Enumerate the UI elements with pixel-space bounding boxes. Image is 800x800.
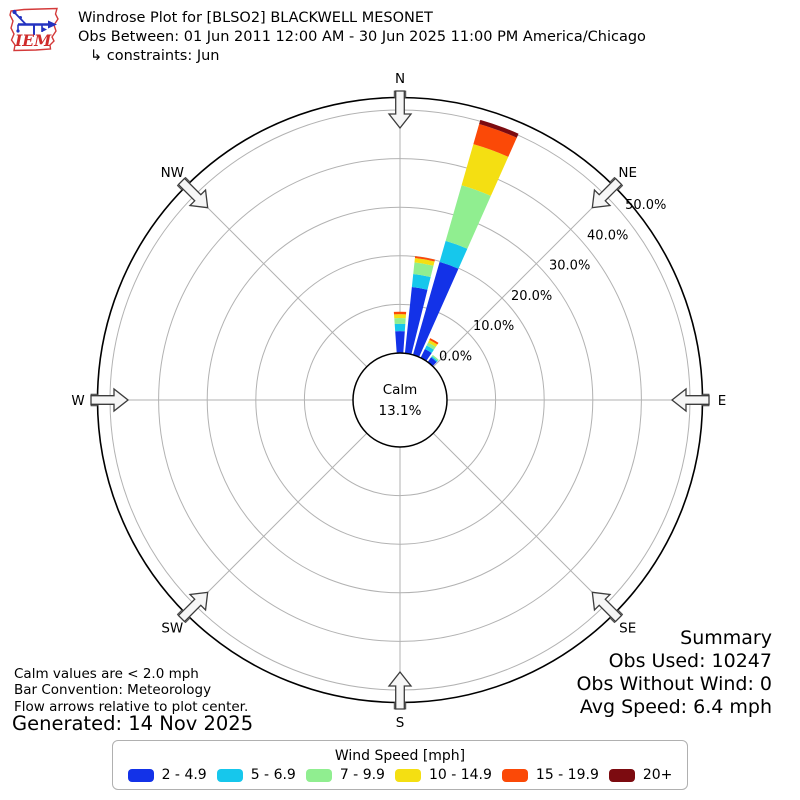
legend-swatch — [394, 768, 421, 782]
petal-segment — [394, 314, 406, 319]
flow-arrow — [387, 670, 413, 710]
legend-swatch — [305, 768, 332, 782]
calm-value: 13.1% — [379, 403, 422, 419]
petal-segment — [439, 240, 468, 269]
wind-vane-icon — [12, 9, 57, 35]
flow-arrow — [591, 177, 623, 209]
petal-segment — [413, 262, 434, 278]
compass-labels: N NE E SE S SW W NW — [71, 71, 726, 731]
radial-spoke — [185, 185, 368, 368]
legend-item: 10 - 14.9 — [394, 767, 492, 783]
calm-circle-outline — [352, 352, 448, 448]
petal-segment — [420, 349, 432, 362]
summary-obs-without-wind: Obs Without Wind: 0 — [576, 673, 772, 695]
legend-item: 2 - 4.9 — [127, 767, 207, 783]
legend-item: 15 - 19.9 — [501, 767, 599, 783]
compass-label-s: S — [396, 715, 405, 731]
petal-segment — [414, 256, 435, 262]
summary-title: Summary — [680, 627, 772, 649]
ring-labels: 0.0%10.0% 20.0% 30.0% 40.0% 50.0% — [439, 198, 666, 364]
legend-label: 20+ — [642, 767, 673, 783]
petal-segment — [445, 185, 491, 249]
summary-obs-used: Obs Used: 10247 — [608, 650, 772, 672]
flow-arrow — [90, 387, 130, 413]
legend-swatch — [127, 768, 154, 782]
constraints-note: ↳ constraints: Jun — [90, 48, 220, 64]
flow-arrows-note: Flow arrows relative to plot center. — [14, 698, 249, 715]
legend-item: 7 - 9.9 — [305, 767, 385, 783]
ring-label: 20.0% — [511, 289, 552, 304]
compass-label-n: N — [395, 71, 405, 87]
petal-segment — [404, 287, 428, 355]
petal-segment — [394, 323, 406, 332]
calm-label: Calm — [383, 382, 418, 398]
petal-segment — [412, 261, 459, 358]
legend-title: Wind Speed [mph] — [334, 748, 466, 764]
petal-segment — [411, 273, 431, 290]
legend-label: 15 - 19.9 — [535, 767, 599, 783]
ring-label: 50.0% — [625, 198, 666, 213]
petal-segment — [461, 144, 509, 196]
summary-block: Summary Obs Used: 10247 Obs Without Wind… — [576, 627, 772, 719]
petal-segment — [426, 342, 436, 350]
obs-range-subtitle: Obs Between: 01 Jun 2011 12:00 AM - 30 J… — [78, 29, 646, 45]
petal-segment — [394, 318, 406, 325]
calm-circle: Calm 13.1% — [352, 352, 448, 448]
summary-avg-speed: Avg Speed: 6.4 mph — [579, 696, 772, 718]
generated-date: Generated: 14 Nov 2025 — [12, 712, 254, 735]
petal-segment — [427, 357, 437, 367]
radial-spoke — [432, 185, 615, 368]
iem-logo: IEM — [9, 7, 59, 52]
page-title: Windrose Plot for [BLSO2] BLACKWELL MESO… — [78, 10, 433, 26]
petal-segment — [428, 339, 438, 347]
petal-segment — [424, 345, 434, 353]
compass-label-ne: NE — [618, 165, 637, 181]
ring-label: 30.0% — [549, 259, 590, 274]
petal-segment — [429, 338, 439, 345]
calm-threshold-note: Calm values are < 2.0 mph — [14, 666, 199, 682]
legend-swatch — [608, 768, 635, 782]
flow-arrow — [387, 90, 413, 130]
footnotes: Calm values are < 2.0 mph Bar Convention… — [14, 666, 248, 715]
legend-label: 2 - 4.9 — [161, 767, 207, 783]
petal-segment — [393, 311, 407, 315]
legend-swatch — [216, 768, 243, 782]
petal-segment — [395, 331, 405, 354]
flow-arrow — [670, 387, 710, 413]
legend-item: 5 - 6.9 — [216, 767, 296, 783]
legend-swatch — [501, 768, 528, 782]
wind-speed-legend: Wind Speed [mph] 2 - 4.9 5 - 6.9 7 - 9.9 10… — [112, 740, 688, 790]
legend-label: 7 - 9.9 — [339, 767, 385, 783]
compass-label-sw: SW — [161, 620, 183, 636]
flow-arrow — [177, 591, 209, 623]
flow-arrow — [177, 177, 209, 209]
radial-spoke — [432, 432, 615, 615]
compass-label-w: W — [71, 393, 84, 409]
legend-label: 10 - 14.9 — [428, 767, 492, 783]
flow-arrow — [591, 591, 623, 623]
petal-segment — [479, 119, 519, 138]
petal-segment — [473, 124, 517, 157]
ring-label: 40.0% — [587, 228, 628, 243]
wind-petals — [393, 119, 519, 367]
flow-arrows — [90, 90, 710, 710]
header: Windrose Plot for [BLSO2] BLACKWELL MESO… — [78, 9, 646, 66]
compass-label-se: SE — [619, 620, 636, 636]
petal-segment — [431, 356, 438, 362]
bar-convention-note: Bar Convention: Meteorology — [14, 682, 212, 699]
ring-label: 10.0% — [473, 319, 514, 334]
legend-label: 5 - 6.9 — [250, 767, 296, 783]
logo-iem-text: IEM — [14, 31, 52, 50]
ring-label: 0.0% — [439, 349, 472, 364]
legend-items: 2 - 4.9 5 - 6.9 7 - 9.9 10 - 14.9 15 - 19.9 2… — [127, 767, 673, 783]
petal-segment — [431, 354, 439, 361]
petal-segment — [414, 258, 435, 266]
legend-item: 20+ — [608, 767, 673, 783]
radial-spoke — [185, 432, 368, 615]
compass-label-nw: NW — [161, 165, 184, 181]
compass-label-e: E — [718, 393, 727, 409]
